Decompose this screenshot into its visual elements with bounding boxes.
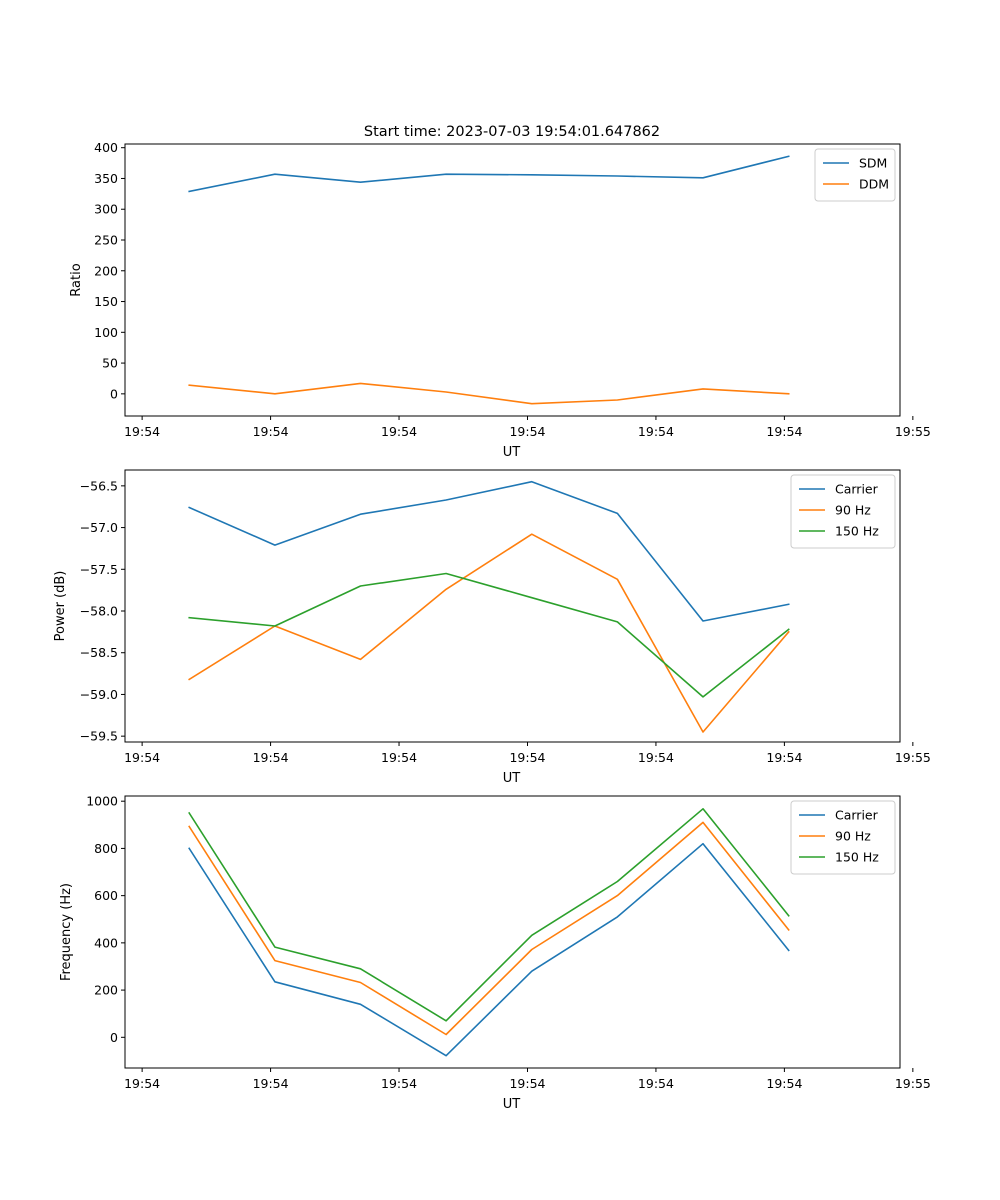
y-axis-label: Ratio [69,263,84,296]
legend-label: 150 Hz [835,850,879,865]
y-tick-label: 1000 [86,794,118,809]
figure-title: Start time: 2023-07-03 19:54:01.647862 [364,124,660,140]
x-tick-label: 19:55 [895,750,931,765]
x-tick-label: 19:54 [638,424,674,439]
x-tick-label: 19:54 [766,750,802,765]
legend-label: 90 Hz [835,829,871,844]
y-tick-label: 400 [94,935,118,950]
power-panel: −59.5 −59.0 −58.5 −58.0 −57.5 −57.0 −56.5 19:54… [53,469,931,786]
x-tick-label: 19:54 [766,1076,802,1091]
legend-label: Carrier [835,482,879,497]
x-tick-label: 19:54 [253,750,289,765]
x-tick-label: 19:55 [895,424,931,439]
axes-frame [124,795,901,1069]
y-tick-label: 350 [94,171,118,186]
legend-label: 90 Hz [835,503,871,518]
series-line-90-hz [188,533,790,733]
legend-label: DDM [859,177,889,192]
x-tick-label: 19:54 [253,1076,289,1091]
series-line-sdm [188,155,790,193]
x-tick-label: 19:54 [381,750,417,765]
frequency-panel: 0 200 400 600 800 1000 19:54 19:54 19:54 19:54 19:… [59,794,931,1112]
x-tick-label: 19:54 [381,424,417,439]
x-tick-label: 19:54 [638,1076,674,1091]
legend-label: 150 Hz [835,524,879,539]
y-tick-label: −58.5 [80,645,118,660]
series-line-150-hz [188,572,790,698]
y-tick-label: 150 [94,294,118,309]
legend-box [790,800,896,875]
x-tick-label: 19:54 [509,1076,545,1091]
y-tick-label: −57.0 [80,520,118,535]
legend-box [814,148,896,202]
legend-label: SDM [859,156,887,171]
legend-label: Carrier [835,808,879,823]
axes-frame [124,143,901,417]
x-tick-label: 19:54 [509,424,545,439]
axes-frame [124,469,901,743]
x-tick-label: 19:54 [124,750,160,765]
y-tick-label: 0 [110,386,118,401]
y-tick-label: 250 [94,233,118,248]
x-tick-label: 19:54 [509,750,545,765]
legend-box [790,474,896,549]
y-axis-label: Frequency (Hz) [59,883,74,981]
x-tick-label: 19:54 [124,1076,160,1091]
y-axis-label: Power (dB) [53,571,68,642]
x-axis-label: UT [503,445,521,460]
ratio-panel: 0 50 100 150 200 250 300 350 400 19:54 19:54 19:54 1… [69,140,931,460]
y-tick-label: 100 [94,325,118,340]
y-tick-label: −59.5 [80,729,118,744]
x-tick-label: 19:55 [895,1076,931,1091]
series-line-150-hz [188,807,790,1022]
y-tick-label: 800 [94,841,118,856]
y-tick-label: 300 [94,202,118,217]
y-tick-label: 0 [110,1030,118,1045]
x-tick-label: 19:54 [381,1076,417,1091]
series-line-90-hz [188,821,790,1036]
y-tick-label: 600 [94,888,118,903]
x-axis-label: UT [503,1097,521,1112]
y-tick-label: −58.0 [80,604,118,619]
x-tick-label: 19:54 [766,424,802,439]
y-tick-label: 200 [94,263,118,278]
x-tick-label: 19:54 [253,424,289,439]
y-tick-label: −59.0 [80,687,118,702]
y-tick-label: −57.5 [80,562,118,577]
x-axis-label: UT [503,771,521,786]
series-line-carrier [188,480,790,622]
x-tick-label: 19:54 [638,750,674,765]
x-tick-label: 19:54 [124,424,160,439]
series-line-carrier [188,842,790,1057]
y-tick-label: 400 [94,140,118,155]
y-tick-label: 200 [94,983,118,998]
y-tick-label: 50 [102,356,118,371]
series-line-ddm [188,382,790,405]
y-tick-label: −56.5 [80,478,118,493]
